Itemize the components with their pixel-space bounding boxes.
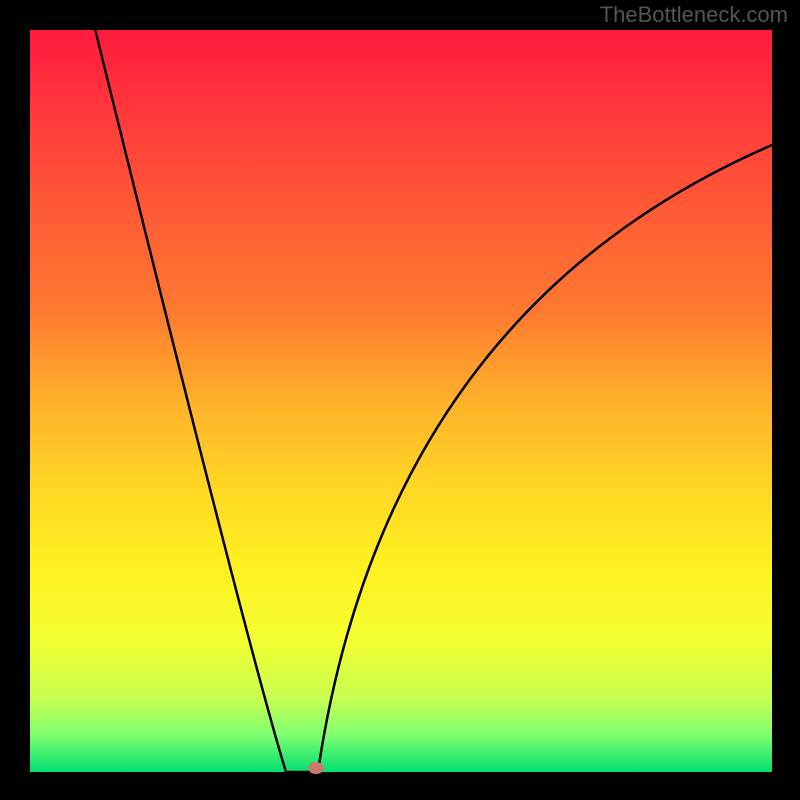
optimal-point-marker xyxy=(308,762,324,774)
watermark-text: TheBottleneck.com xyxy=(600,2,788,28)
chart-container: TheBottleneck.com xyxy=(0,0,800,800)
plot-area xyxy=(30,30,772,772)
bottleneck-curve xyxy=(30,30,772,772)
